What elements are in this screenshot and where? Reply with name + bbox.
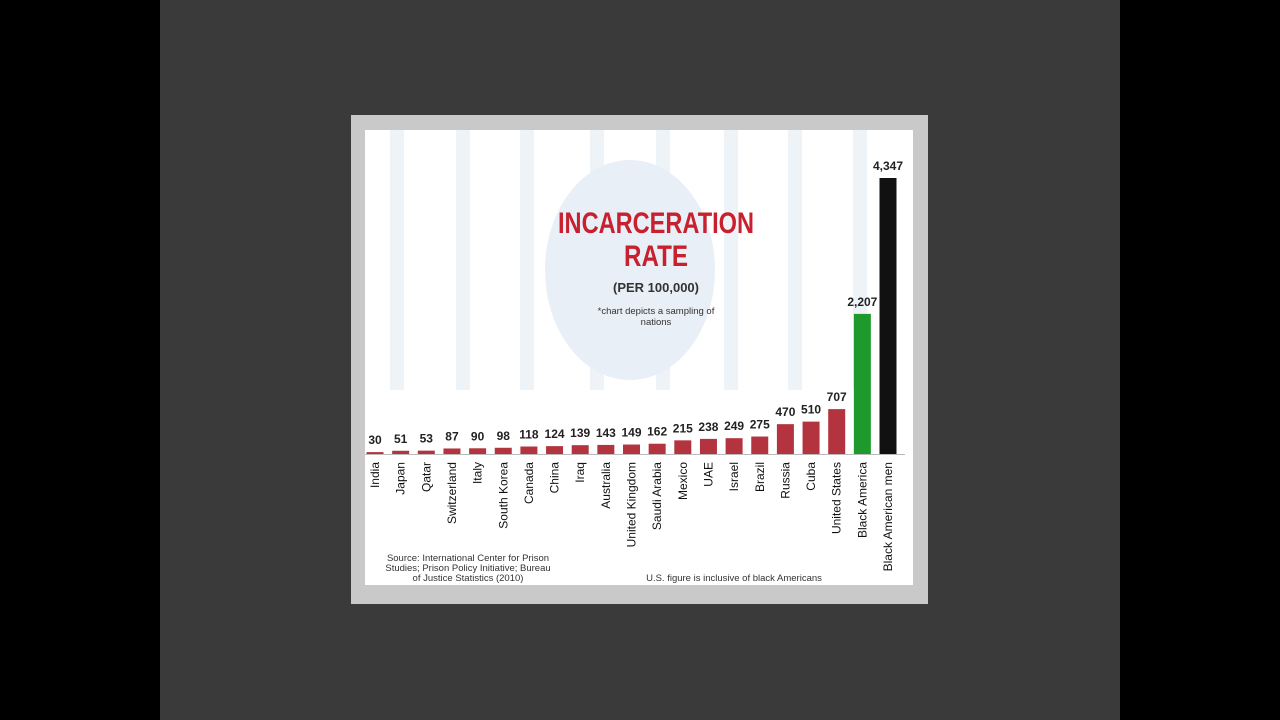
x-tick-label: Brazil <box>753 462 767 492</box>
value-label: 707 <box>827 390 847 404</box>
value-label: 215 <box>673 421 693 435</box>
source: Studies; Prison Policy Initiative; Burea… <box>385 563 550 574</box>
value-label: 249 <box>724 419 744 433</box>
bar <box>366 452 384 454</box>
value-label: 238 <box>698 420 718 434</box>
value-label: 470 <box>775 405 795 419</box>
value-label: 51 <box>394 432 408 446</box>
value-label: 149 <box>621 426 641 440</box>
value-label: 510 <box>801 403 821 417</box>
chart-title: RATE <box>624 240 688 273</box>
bar <box>648 443 666 454</box>
decor-bars <box>390 130 867 390</box>
bar <box>853 313 871 454</box>
value-label: 98 <box>497 429 511 443</box>
x-tick-label: Japan <box>394 462 408 495</box>
value-label: 139 <box>570 426 590 440</box>
x-tick-label: China <box>548 462 562 494</box>
bar <box>546 446 564 454</box>
value-label: 2,207 <box>847 295 877 309</box>
x-tick-label: United States <box>830 462 844 534</box>
value-label: 124 <box>545 427 565 441</box>
bar <box>802 421 820 454</box>
x-tick-label: UAE <box>701 462 715 487</box>
bar <box>417 450 435 454</box>
x-tick-label: United Kingdom <box>625 462 639 547</box>
x-tick-label: South Korea <box>496 462 510 529</box>
bar <box>776 424 794 454</box>
source: of Justice Statistics (2010) <box>413 573 524 584</box>
value-label: 30 <box>368 433 382 447</box>
x-tick-label: Russia <box>778 462 792 499</box>
x-tick-label: Mexico <box>676 462 690 500</box>
x-tick-label: Australia <box>599 462 613 509</box>
x-tick-label: Black American men <box>881 462 895 571</box>
bar <box>392 450 410 454</box>
note: *chart depicts a sampling of <box>598 306 715 317</box>
bar <box>520 446 538 454</box>
x-tick-label: Cuba <box>804 462 818 491</box>
note: nations <box>641 317 672 328</box>
x-tick-label: Qatar <box>419 462 433 492</box>
value-label: 4,347 <box>873 159 903 173</box>
bar <box>751 436 769 454</box>
x-tick-label: Switzerland <box>445 462 459 524</box>
bar <box>571 445 589 454</box>
bar <box>469 448 487 454</box>
value-label: 143 <box>596 426 616 440</box>
x-tick-label: Israel <box>727 462 741 491</box>
x-tick-label: Black America <box>855 462 869 538</box>
x-tick-label: Italy <box>471 462 485 484</box>
value-label: 53 <box>420 432 434 446</box>
bar <box>725 438 743 454</box>
value-label: 162 <box>647 425 667 439</box>
bar <box>597 444 615 454</box>
x-tick-label: Canada <box>522 462 536 504</box>
value-label: 275 <box>750 418 770 432</box>
value-label: 118 <box>519 428 539 442</box>
bar <box>443 448 461 454</box>
value-label: 90 <box>471 429 485 443</box>
bar <box>828 409 846 454</box>
bar <box>623 444 640 454</box>
footnote: U.S. figure is inclusive of black Americ… <box>646 573 822 584</box>
bar <box>879 178 897 454</box>
x-tick-label: Saudi Arabia <box>650 462 664 530</box>
bar <box>699 438 717 454</box>
x-tick-label: Iraq <box>573 462 587 483</box>
value-label: 87 <box>445 429 459 443</box>
bar <box>674 440 692 454</box>
x-tick-label: India <box>368 462 382 488</box>
chart-subtitle: (PER 100,000) <box>613 280 699 295</box>
chart-title: INCARCERATION <box>558 207 754 240</box>
source: Source: International Center for Prison <box>387 553 549 564</box>
bar <box>494 447 512 454</box>
